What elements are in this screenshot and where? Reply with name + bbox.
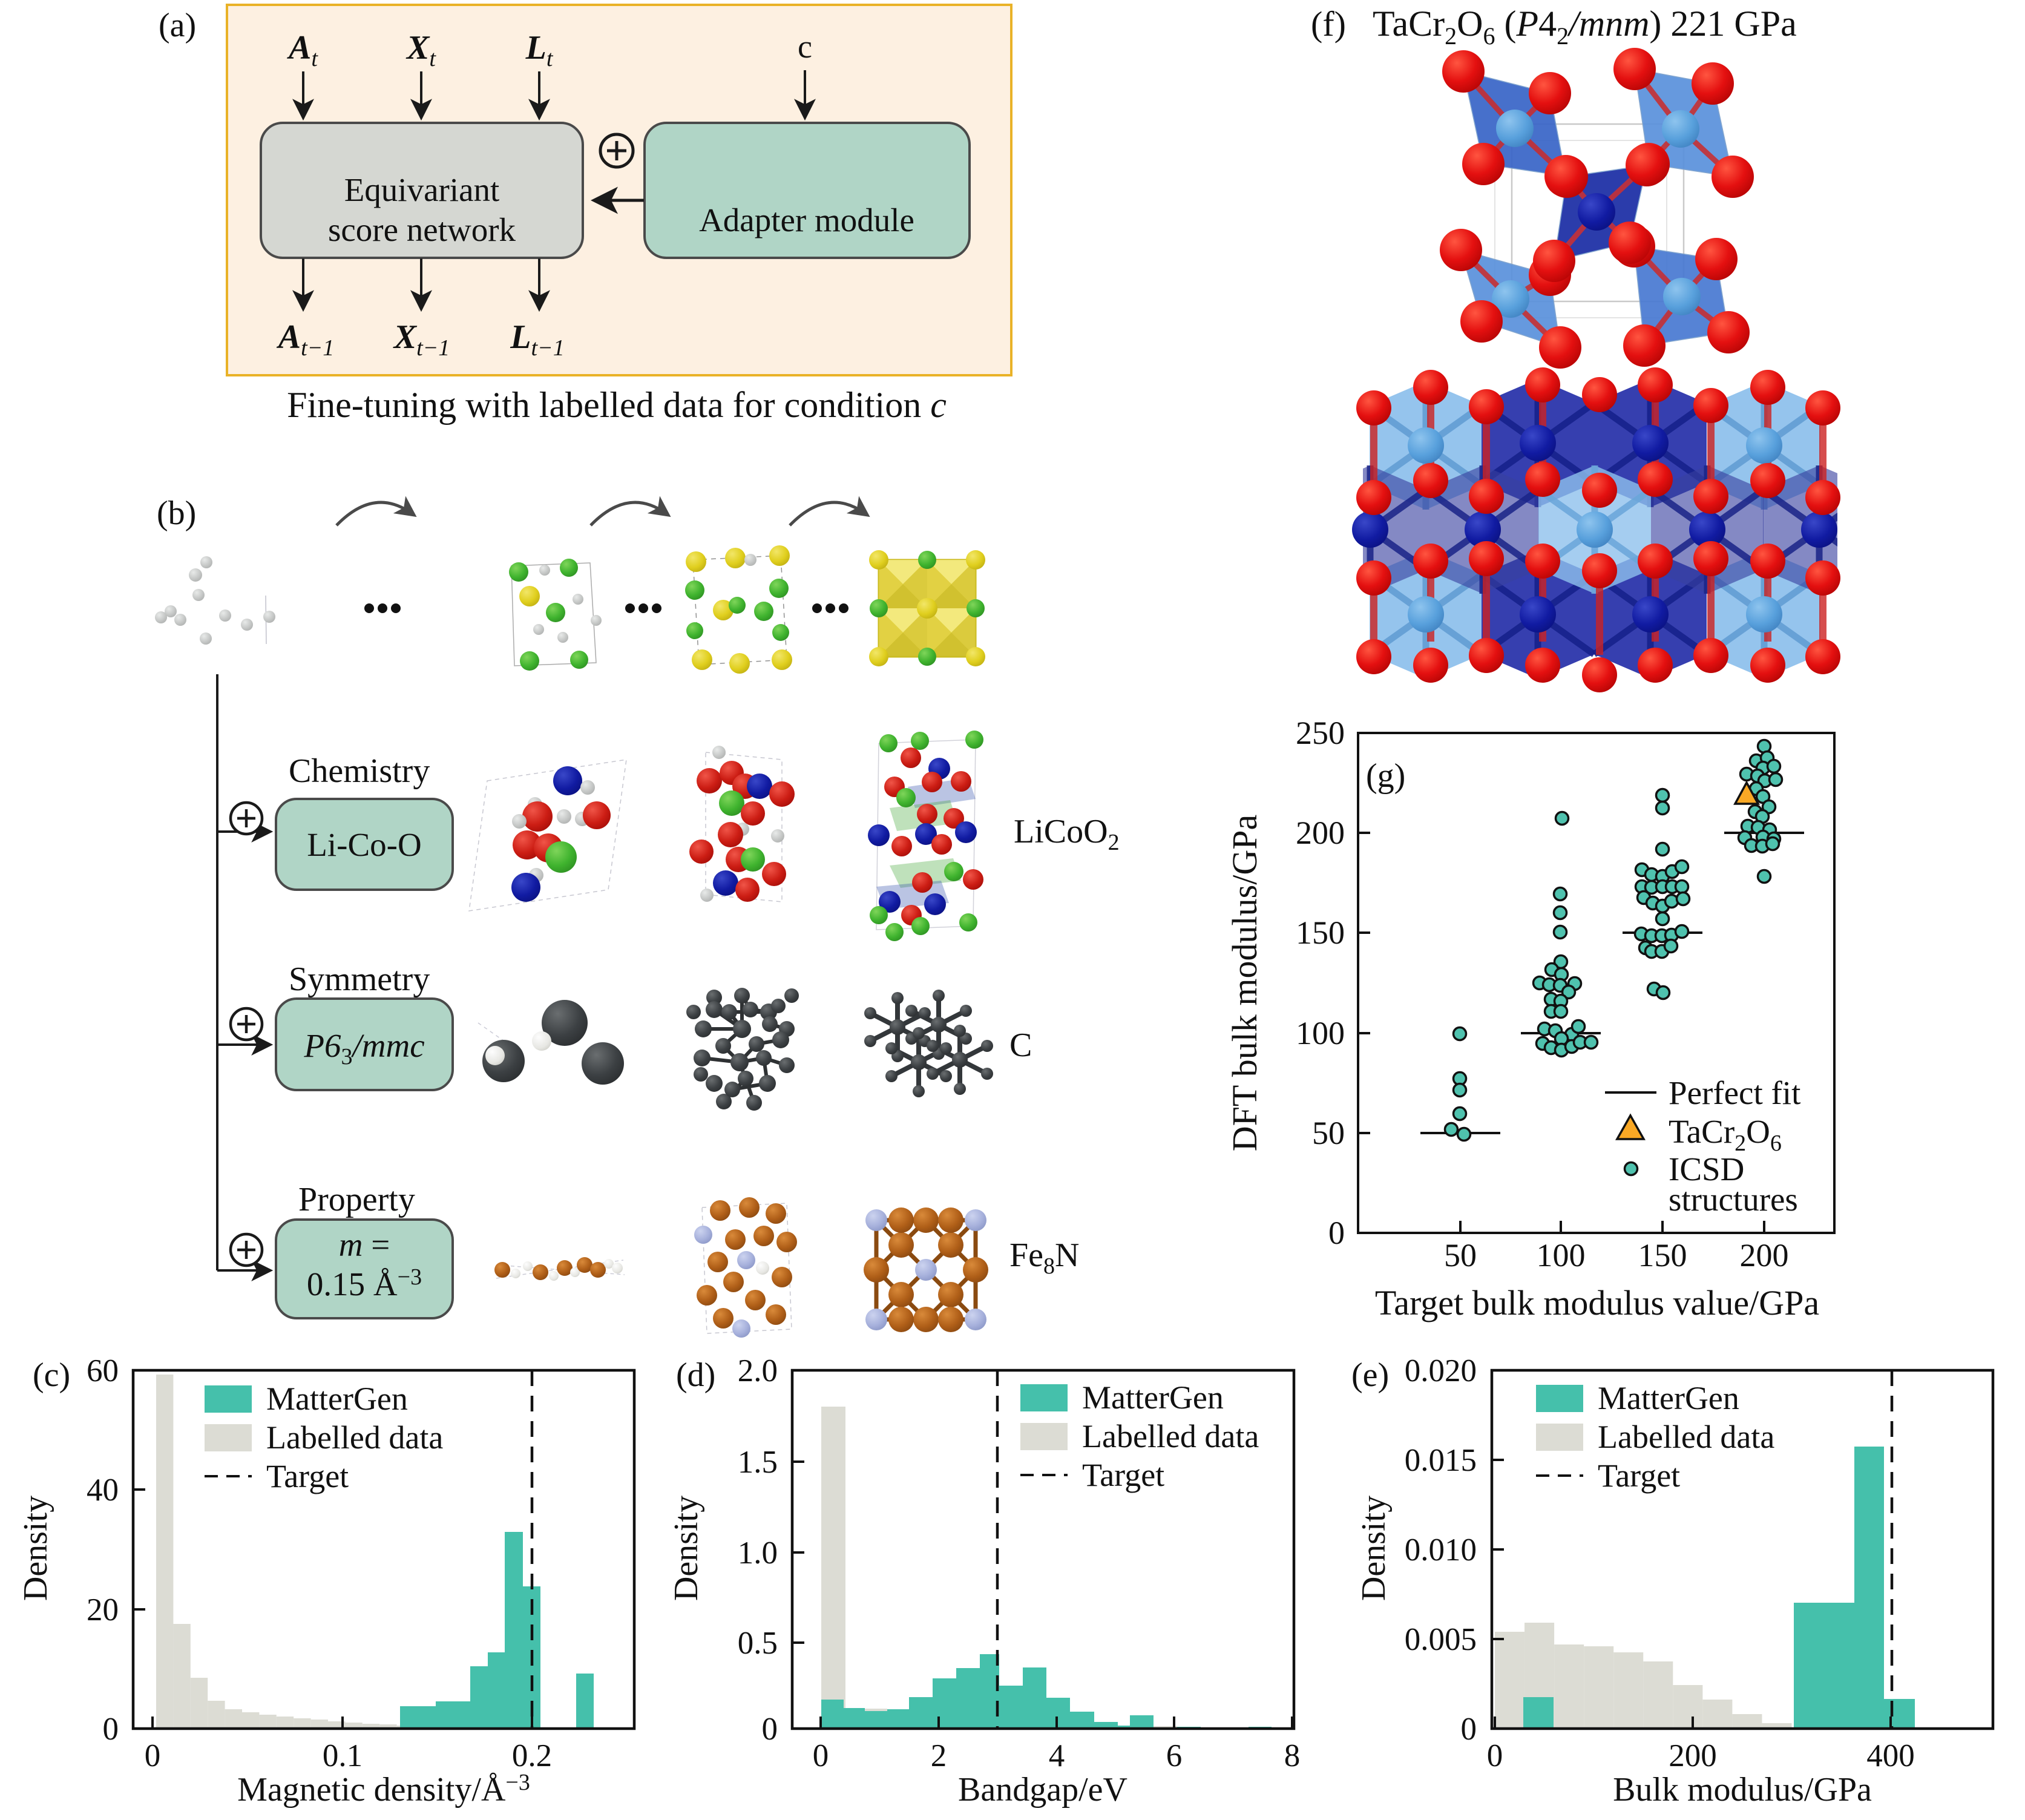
svg-text:(a): (a)	[159, 7, 196, 44]
svg-text:Magnetic density/Å−3: Magnetic density/Å−3	[237, 1770, 530, 1809]
svg-text:Density: Density	[668, 1496, 705, 1601]
svg-text:1.0: 1.0	[738, 1536, 778, 1571]
svg-text:50: 50	[1444, 1237, 1477, 1273]
svg-text:Property: Property	[298, 1181, 415, 1218]
svg-text:Equivariant: Equivariant	[344, 171, 500, 208]
svg-text:LiCoO2: LiCoO2	[1014, 813, 1120, 855]
svg-text:0.015: 0.015	[1405, 1443, 1477, 1478]
svg-text:MatterGen: MatterGen	[266, 1381, 408, 1417]
svg-text:4: 4	[1049, 1738, 1065, 1773]
svg-text:At−1: At−1	[277, 318, 335, 361]
svg-text:Perfect fit: Perfect fit	[1669, 1074, 1800, 1111]
svg-text:(e): (e)	[1351, 1356, 1389, 1394]
svg-text:Fine-tuning with labelled data: Fine-tuning with labelled data for condi…	[287, 385, 947, 425]
svg-text:MatterGen: MatterGen	[1082, 1379, 1224, 1416]
svg-text:0.005: 0.005	[1405, 1622, 1477, 1657]
svg-text:Target bulk modulus value/GPa: Target bulk modulus value/GPa	[1375, 1283, 1819, 1322]
svg-text:Bulk modulus/GPa: Bulk modulus/GPa	[1613, 1771, 1872, 1809]
svg-text:Bandgap/eV: Bandgap/eV	[958, 1771, 1127, 1809]
svg-text:Xt: Xt	[405, 29, 436, 71]
svg-text:(b): (b)	[157, 494, 196, 532]
svg-text:Li-Co-O: Li-Co-O	[307, 826, 421, 863]
svg-text:8: 8	[1284, 1738, 1301, 1773]
svg-text:0: 0	[762, 1712, 778, 1747]
svg-text:250: 250	[1296, 715, 1345, 751]
svg-text:DFT bulk modulus/GPa: DFT bulk modulus/GPa	[1225, 815, 1264, 1151]
svg-text:0: 0	[103, 1712, 119, 1747]
svg-text:0: 0	[1461, 1712, 1477, 1747]
svg-text:150: 150	[1296, 915, 1345, 951]
svg-text:20: 20	[87, 1592, 119, 1628]
svg-text:200: 200	[1669, 1738, 1717, 1773]
svg-text:Labelled data: Labelled data	[266, 1419, 443, 1456]
svg-text:P63/mmc: P63/mmc	[303, 1027, 424, 1069]
svg-text:6: 6	[1166, 1738, 1183, 1773]
svg-text:Density: Density	[1355, 1496, 1393, 1601]
svg-text:structures: structures	[1669, 1181, 1798, 1218]
svg-text:0.020: 0.020	[1405, 1353, 1477, 1388]
svg-text:150: 150	[1638, 1237, 1687, 1273]
svg-text:200: 200	[1740, 1237, 1789, 1273]
svg-text:(f): (f)	[1311, 4, 1346, 44]
svg-text:Target: Target	[266, 1458, 349, 1494]
svg-text:(c): (c)	[33, 1356, 70, 1394]
svg-text:2: 2	[931, 1738, 947, 1773]
svg-text:0.5: 0.5	[738, 1626, 778, 1661]
svg-text:(d): (d)	[676, 1356, 715, 1394]
svg-text:60: 60	[87, 1353, 119, 1388]
svg-text:Target: Target	[1082, 1457, 1164, 1493]
svg-text:Labelled data: Labelled data	[1598, 1419, 1774, 1455]
svg-text:0: 0	[145, 1738, 161, 1773]
svg-text:Adapter module: Adapter module	[699, 202, 914, 238]
svg-text:ICSD: ICSD	[1669, 1151, 1744, 1188]
svg-text:200: 200	[1296, 815, 1345, 851]
svg-text:0: 0	[813, 1738, 829, 1773]
svg-text:Chemistry: Chemistry	[289, 752, 430, 790]
svg-text:Density: Density	[17, 1496, 54, 1601]
svg-text:0.2: 0.2	[512, 1738, 552, 1773]
svg-text:2.0: 2.0	[738, 1353, 778, 1388]
svg-text:Labelled data: Labelled data	[1082, 1418, 1259, 1454]
svg-text:40: 40	[87, 1473, 119, 1508]
svg-text:0.1: 0.1	[323, 1738, 363, 1773]
svg-text:Symmetry: Symmetry	[289, 961, 430, 998]
svg-text:m =: m =	[339, 1226, 390, 1263]
svg-text:(g): (g)	[1366, 757, 1405, 795]
svg-text:c: c	[798, 28, 812, 65]
svg-text:C: C	[1009, 1027, 1032, 1064]
svg-text:TaCr2O6: TaCr2O6	[1669, 1113, 1782, 1156]
svg-text:score network: score network	[328, 211, 516, 248]
svg-text:0: 0	[1487, 1738, 1503, 1773]
svg-text:1.5: 1.5	[738, 1445, 778, 1480]
svg-text:0: 0	[1328, 1215, 1345, 1251]
svg-text:TaCr2O6 (P42/mnm) 221 GPa: TaCr2O6 (P42/mnm) 221 GPa	[1373, 4, 1797, 50]
svg-text:400: 400	[1866, 1738, 1915, 1773]
svg-text:MatterGen: MatterGen	[1598, 1380, 1739, 1416]
svg-text:Target: Target	[1598, 1457, 1680, 1494]
svg-text:50: 50	[1312, 1115, 1345, 1151]
svg-text:0.010: 0.010	[1405, 1533, 1477, 1568]
svg-text:100: 100	[1296, 1015, 1345, 1051]
svg-text:100: 100	[1537, 1237, 1586, 1273]
